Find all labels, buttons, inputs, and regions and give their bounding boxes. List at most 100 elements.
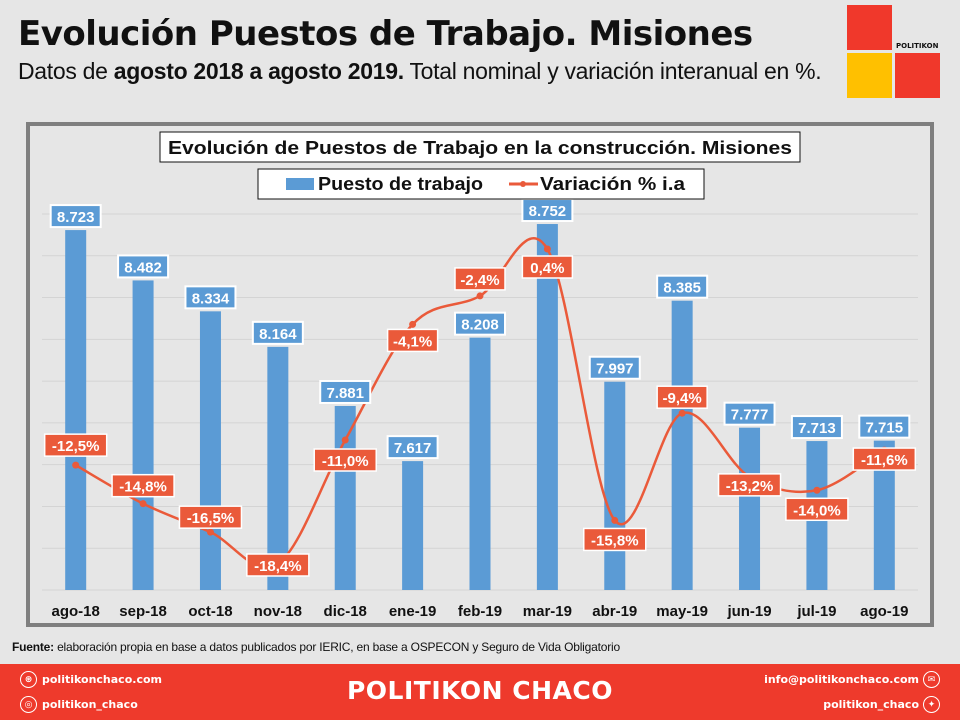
footer-email[interactable]: info@politikonchaco.com ✉ <box>764 671 940 688</box>
x-tick-label: feb-19 <box>458 603 502 620</box>
x-tick-label: nov-18 <box>254 603 302 620</box>
line-point-feb-19 <box>476 292 484 300</box>
footer-twitter[interactable]: politikon_chaco ✦ <box>823 696 940 713</box>
bar-label-box <box>184 285 237 310</box>
logo-square-red <box>895 53 940 98</box>
line-value-label: -16,5% <box>187 510 235 527</box>
x-tick-label: sep-18 <box>119 603 167 620</box>
line-point-jul-19 <box>813 486 821 494</box>
bar-value-label: 8.482 <box>124 259 162 276</box>
line-label-box <box>852 447 917 471</box>
bar-label-box <box>319 379 372 404</box>
bar-value-label: 8.385 <box>663 280 701 297</box>
bar-value-label: 8.208 <box>461 317 499 334</box>
instagram-text: politikon_chaco <box>42 698 138 711</box>
legend-line-marker <box>520 181 526 187</box>
x-tick-label: jun-19 <box>726 603 771 620</box>
bar-label-box <box>723 401 776 426</box>
bar-mar-19 <box>536 224 558 590</box>
bar-ago-18 <box>65 230 87 590</box>
bar-label-box <box>386 435 439 460</box>
bar-value-label: 7.881 <box>326 385 364 402</box>
bar-label-box <box>858 414 911 439</box>
bar-label-box <box>656 274 709 299</box>
line-label-box <box>178 505 243 529</box>
line-value-label: -18,4% <box>254 558 302 575</box>
dribbble-icon: ⊛ <box>20 671 37 688</box>
bar-dic-18 <box>334 405 356 590</box>
page-title: Evolución Puestos de Trabajo. Misiones <box>18 14 753 54</box>
legend-bar-label: Puesto de trabajo <box>318 174 483 194</box>
logo-text: POLITIKON <box>896 42 939 50</box>
bar-label-box <box>251 320 304 345</box>
line-value-label: -13,2% <box>726 478 774 495</box>
bar-value-label: 8.723 <box>57 209 95 226</box>
line-value-label: -2,4% <box>460 272 499 289</box>
line-point-abr-19 <box>611 516 619 524</box>
line-value-label: -15,8% <box>591 532 639 549</box>
line-label-box <box>454 267 506 291</box>
legend-bar-swatch <box>286 178 314 190</box>
logo-square-red <box>847 5 892 50</box>
line-label-box <box>583 527 647 552</box>
line-label-box <box>313 448 377 472</box>
line-label-box <box>246 553 310 577</box>
x-tick-label: oct-18 <box>188 603 232 620</box>
twitter-text: politikon_chaco <box>823 698 919 711</box>
footer-instagram[interactable]: ◎ politikon_chaco <box>20 696 138 713</box>
logo-square-yellow <box>847 53 892 98</box>
bar-value-label: 7.777 <box>731 407 769 424</box>
source-text: elaboración propia en base a datos publi… <box>53 640 620 654</box>
bar-value-label: 7.715 <box>866 420 904 437</box>
x-tick-label: ene-19 <box>389 603 437 620</box>
footer-website[interactable]: ⊛ politikonchaco.com <box>20 671 162 688</box>
x-tick-label: jul-19 <box>796 603 836 620</box>
x-tick-label: ago-18 <box>52 603 100 620</box>
line-value-label: 0,4% <box>530 260 564 277</box>
bar-value-label: 7.617 <box>394 440 432 457</box>
bar-value-label: 8.752 <box>529 203 567 220</box>
website-text: politikonchaco.com <box>42 673 162 686</box>
twitter-icon: ✦ <box>923 696 940 713</box>
line-point-may-19 <box>678 409 686 417</box>
subtitle-part-bold: agosto 2018 a agosto 2019. <box>113 58 404 84</box>
bar-feb-19 <box>469 337 491 590</box>
bar-ene-19 <box>402 461 424 590</box>
footer-bar: ⊛ politikonchaco.com ◎ politikon_chaco POL… <box>0 664 960 720</box>
line-value-label: -11,0% <box>322 453 369 470</box>
x-tick-label: ago-19 <box>860 603 908 620</box>
bar-sep-18 <box>132 280 154 590</box>
line-label-box <box>656 385 708 409</box>
line-label-box <box>43 433 108 457</box>
chart-title-box <box>159 131 801 163</box>
bar-label-box <box>588 355 641 380</box>
line-value-label: -9,4% <box>663 390 702 407</box>
chart-title: Evolución de Puestos de Trabajo en la co… <box>168 138 792 158</box>
source-label: Fuente: <box>12 640 54 654</box>
line-value-label: -4,1% <box>393 333 432 350</box>
bar-oct-18 <box>199 311 221 590</box>
footer-brand: POLITIKON CHACO <box>346 676 613 705</box>
line-point-ago-18 <box>72 461 80 469</box>
bar-value-label: 7.713 <box>798 420 836 437</box>
line-value-label: -11,6% <box>861 452 908 469</box>
source-note: Fuente: elaboración propia en base a dat… <box>12 640 620 654</box>
line-point-ene-19 <box>409 320 417 328</box>
bar-jun-19 <box>739 427 761 590</box>
line-value-label: -12,5% <box>52 438 100 455</box>
bar-nov-18 <box>267 346 289 590</box>
bar-value-label: 8.164 <box>259 326 297 343</box>
line-label-box <box>111 473 175 498</box>
line-label-box <box>785 497 849 522</box>
line-point-dic-18 <box>341 436 349 444</box>
x-tick-label: mar-19 <box>523 603 572 620</box>
bar-label-box <box>49 204 102 229</box>
line-point-mar-19 <box>543 245 551 253</box>
bar-label-box <box>790 415 843 440</box>
x-tick-label: may-19 <box>656 603 708 620</box>
mail-icon: ✉ <box>923 671 940 688</box>
instagram-icon: ◎ <box>20 696 37 713</box>
line-point-oct-18 <box>206 528 214 536</box>
subtitle-part: Total nominal y variación interanual en … <box>403 58 822 84</box>
politikon-logo: POLITIKON <box>847 5 960 101</box>
